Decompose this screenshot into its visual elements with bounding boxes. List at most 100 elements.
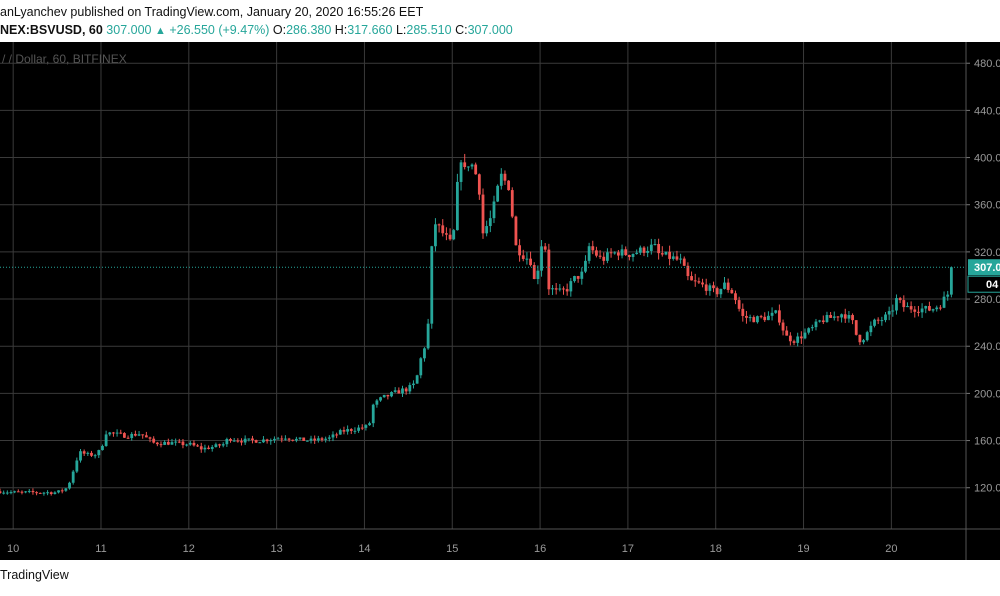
y-tick-label: 280.000 [974,294,1000,306]
candle-body [928,306,931,311]
candle-body [807,328,811,333]
candle-body [108,432,112,435]
candle-body [225,439,229,445]
candle-body [192,442,196,446]
candle-body [854,320,858,335]
candle-body [547,249,551,290]
candle-body [324,438,328,440]
candle-body [371,404,375,424]
candle-body [240,441,243,443]
y-tick-label: 440.000 [974,105,1000,117]
candle-body [865,332,869,341]
candle-body [514,216,518,246]
price-chart[interactable]: 120.000 160.000 200.000 240.000 280.000 320.0… [0,42,1000,560]
candle-body [529,258,532,266]
candle-body [265,439,269,442]
candle-body [141,434,145,436]
candle-body [485,226,489,234]
candle-body [232,440,236,442]
low-value: 285.510 [406,23,452,37]
candle-body [920,308,924,313]
candle-body [624,249,628,256]
candle-body [565,289,569,292]
candle-body [24,491,28,493]
candle-body [430,246,434,324]
close-label: C: [455,23,468,37]
candle-body [335,434,339,436]
candle-body [360,427,364,429]
candle-body [280,438,284,440]
candle-body [895,298,898,311]
candle-body [906,306,909,308]
candle-body [327,437,331,439]
candle-body [207,447,210,449]
candle-body [243,438,247,443]
candle-body [558,288,562,290]
candle-body [638,247,642,253]
candle-body [90,452,93,456]
candle-body [851,315,854,321]
candle-body [5,492,9,494]
chart-canvas[interactable]: 120.000 160.000 200.000 240.000 280.000 320.0… [0,42,1000,560]
candle-body [873,319,876,326]
symbol-label[interactable]: NEX:BSVUSD, 60 [0,23,103,37]
candle-body [576,276,580,279]
candle-body [569,281,573,292]
candle-body [701,282,704,285]
candle-body [587,246,591,261]
candle-body [818,320,822,322]
x-tick-label: 13 [271,543,283,555]
candle-body [499,173,503,186]
x-tick-label: 17 [622,543,634,555]
candle-body [445,233,448,235]
candle-body [379,397,382,401]
candle-body [829,315,833,318]
countdown-tag-label: 04 [986,279,999,291]
candle-body [123,433,126,438]
candle-body [924,306,928,309]
candle-body [115,432,119,434]
candle-body [668,251,672,259]
candle-body [653,244,657,246]
candle-body [734,293,737,301]
candle-body [949,267,953,295]
candle-body [86,452,90,454]
candle-body [364,425,368,428]
candle-body [858,334,862,343]
candle-body [496,185,500,202]
candle-body [203,447,207,450]
candle-body [862,340,865,343]
candle-body [386,394,390,397]
candle-body [466,166,470,168]
candle-body [840,314,843,318]
candle-body [931,309,935,311]
candle-body [836,316,840,318]
candle-body [745,315,748,318]
candle-body [2,492,6,494]
candle-body [35,492,38,494]
candle-body [492,201,496,219]
close-value: 307.000 [467,23,513,37]
y-tick-label: 360.000 [974,200,1000,212]
candle-body [756,316,759,323]
candle-body [646,250,650,253]
y-tick-label: 400.000 [974,153,1000,165]
candle-body [602,256,606,261]
candle-body [726,282,730,290]
candle-body [174,441,178,443]
publish-info: anLyanchev published on TradingView.com,… [0,2,1000,22]
candle-body [42,492,46,494]
candle-body [49,492,53,495]
countdown-tag [967,275,1000,293]
candle-body [935,307,939,310]
triangle-up-icon: ▲ [154,25,166,37]
candle-body [298,437,302,439]
candle-body [525,258,529,260]
candle-body [474,164,478,175]
candle-body [551,288,554,290]
candle-body [390,392,393,397]
candle-body [532,265,536,279]
candle-body [616,252,620,256]
candle-body [68,482,71,489]
candle-body [573,276,576,282]
